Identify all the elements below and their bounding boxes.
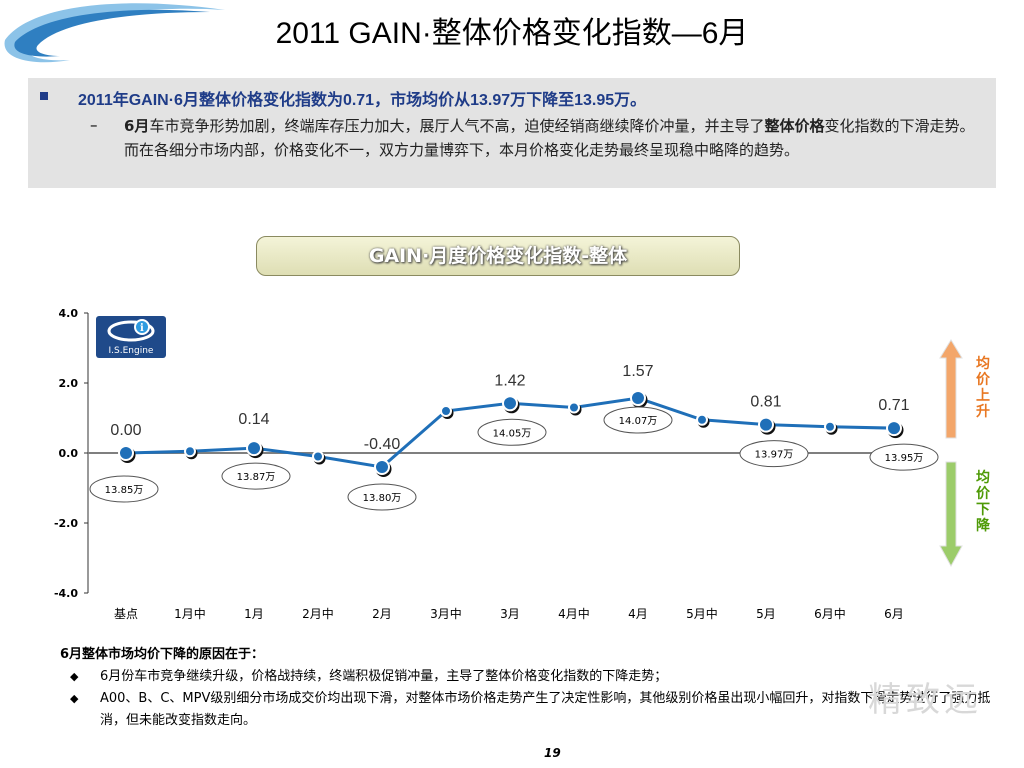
price-callout-label: 14.05万: [493, 428, 532, 439]
price-callout: [869, 443, 939, 471]
summary-box: 2011年GAIN·6月整体价格变化指数为0.71，市场均价从13.97万下降至…: [28, 78, 996, 188]
data-point: [184, 445, 196, 458]
price-callout: [347, 483, 417, 511]
x-tick-label: 4月中: [558, 606, 590, 621]
value-label: -0.40: [364, 436, 401, 453]
x-tick-label: 2月: [372, 607, 392, 621]
x-tick-label: 2月中: [302, 606, 334, 621]
svg-text:i: i: [140, 323, 144, 334]
value-label: 1.57: [622, 363, 653, 380]
data-point: [246, 440, 262, 457]
value-label: 0.71: [878, 397, 909, 414]
price-index-line-chart: 4.0 2.0 0.0 -2.0 -4.0 基点 1月中 1月 2月中 2月 3月中 3月 4月中 4月…: [54, 307, 963, 621]
reason-item: ◆ 6月份车市竞争继续升级，价格战持续，终端积极促销冲量，主导了整体价格变化指数…: [60, 666, 1010, 688]
legend-price-down: 均价下降: [976, 470, 990, 534]
data-point: [758, 416, 774, 433]
y-tick-label: 0.0: [59, 447, 79, 460]
is-engine-logo: i I.S.Engine: [96, 316, 166, 358]
price-callout: [221, 462, 291, 490]
summary-detail: 6月车市竞争形势加剧，终端库存压力加大，展厅人气不高，迫使经销商继续降价冲量，并…: [124, 114, 984, 162]
price-callout-label: 13.85万: [105, 485, 144, 496]
x-tick-label: 3月: [500, 607, 520, 621]
reason-text: A00、B、C、MPV级别细分市场成交价均出现下滑，对整体市场价格走势产生了决定…: [100, 691, 991, 728]
value-label: 1.42: [494, 372, 525, 389]
x-tick-label: 1月中: [174, 606, 206, 621]
value-label: 0.00: [110, 422, 141, 439]
y-tick-label: -4.0: [54, 587, 78, 600]
summary-detail-prefix: 6月: [124, 117, 150, 135]
reason-text: 6月份车市竞争继续升级，价格战持续，终端积极促销冲量，主导了整体价格变化指数的下…: [100, 669, 668, 684]
page-title: 2011 GAIN·整体价格变化指数—6月: [275, 17, 749, 50]
data-point: [568, 401, 580, 414]
data-point: [696, 413, 708, 426]
diamond-bullet-icon: ◆: [70, 670, 79, 683]
price-callout-label: 14.07万: [619, 416, 658, 427]
y-tick-label: -2.0: [54, 517, 78, 530]
summary-headline: 2011年GAIN·6月整体价格变化指数为0.71，市场均价从13.97万下降至…: [78, 92, 647, 109]
x-tick-label: 6月: [884, 607, 904, 621]
logo-text: I.S.Engine: [108, 346, 154, 356]
corner-swoosh-logo: [4, 3, 225, 63]
price-callout-label: 13.80万: [363, 493, 402, 504]
x-tick-label: 6月中: [814, 606, 846, 621]
data-point: [824, 420, 836, 433]
square-bullet-icon: [40, 92, 48, 100]
x-tick-label: 5月: [756, 607, 776, 621]
x-tick-label: 1月: [244, 607, 264, 621]
summary-detail-text-2: 变化指数的下滑走势。而在各细分市场内部，价格变化不一，双方力量博弈下，本月价格变…: [124, 117, 975, 159]
data-point: [502, 395, 518, 412]
price-callout-label: 13.95万: [885, 453, 924, 464]
data-point: [440, 405, 452, 417]
reasons-section: 6月整体市场均价下降的原因在于： ◆ 6月份车市竞争继续升级，价格战持续，终端积…: [60, 644, 1010, 732]
price-callout: [89, 475, 159, 503]
y-tick-label: 4.0: [59, 307, 79, 320]
x-tick-label: 基点: [114, 607, 138, 621]
up-arrow-icon: [939, 339, 963, 439]
down-arrow-icon: [939, 461, 963, 568]
value-label: 0.81: [750, 394, 781, 411]
engine-emblem-icon: i: [107, 319, 155, 342]
x-tick-label: 3月中: [430, 606, 462, 621]
x-tick-label: 4月: [628, 607, 648, 621]
data-point: [374, 459, 390, 475]
data-point: [886, 420, 902, 437]
reason-item: ◆ A00、B、C、MPV级别细分市场成交价均出现下滑，对整体市场价格走势产生了…: [60, 688, 1010, 732]
x-tick-label: 5月中: [686, 606, 718, 621]
dash-bullet-icon: –: [90, 116, 98, 134]
page-number: 19: [544, 746, 561, 760]
y-tick-label: 2.0: [59, 377, 79, 390]
reasons-title: 6月整体市场均价下降的原因在于：: [60, 647, 265, 662]
summary-detail-text-1: 车市竞争形势加剧，终端库存压力加大，展厅人气不高，迫使经销商继续降价冲量，并主导…: [149, 117, 765, 135]
price-callout: [603, 406, 673, 434]
data-point: [630, 390, 646, 407]
data-point: [312, 450, 324, 463]
watermark: 精致远: [868, 680, 982, 720]
legend-price-up: 均价上升: [976, 356, 990, 420]
price-callout: [739, 440, 809, 468]
data-point: [118, 445, 134, 461]
price-callout-label: 13.87万: [237, 472, 276, 483]
value-label: 0.14: [238, 411, 269, 428]
chart-title: GAIN·月度价格变化指数-整体: [256, 236, 740, 276]
price-callout-label: 13.97万: [755, 450, 794, 461]
summary-detail-bold: 整体价格: [764, 117, 825, 135]
diamond-bullet-icon: ◆: [70, 692, 79, 705]
price-callout: [477, 418, 547, 446]
